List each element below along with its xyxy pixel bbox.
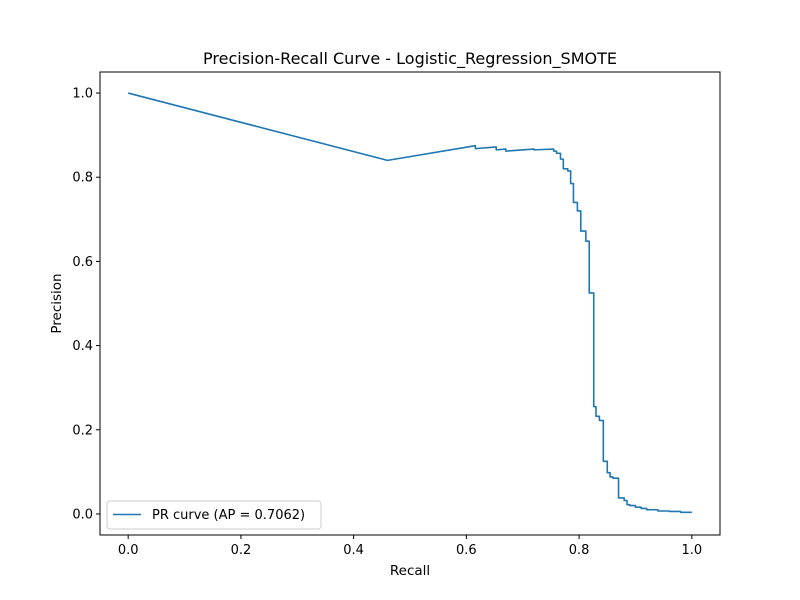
- y-tick-label: 0.8: [72, 171, 93, 186]
- x-tick-label: 1.0: [681, 543, 702, 558]
- y-tick-label: 0.6: [72, 255, 93, 270]
- pr-curve-line: [127, 92, 692, 514]
- legend-entry-label: PR curve (AP = 0.7062): [152, 508, 305, 523]
- plot-area-frame: [99, 71, 721, 536]
- chart-title: Precision-Recall Curve - Logistic_Regres…: [203, 49, 617, 69]
- x-tick-label: 0.2: [231, 543, 252, 558]
- x-axis-label: Recall: [390, 563, 430, 579]
- y-tick-label: 1.0: [72, 87, 93, 102]
- x-tick-label: 0.6: [456, 543, 477, 558]
- legend-box: [106, 500, 322, 530]
- y-tick-label: 0.0: [72, 507, 93, 522]
- x-tick-label: 0.0: [118, 543, 139, 558]
- y-tick-label: 0.2: [72, 423, 93, 438]
- legend: PR curve (AP = 0.7062): [106, 500, 322, 530]
- y-axis-label: Precision: [49, 273, 65, 333]
- y-tick-label: 0.4: [72, 339, 93, 354]
- x-tick-label: 0.8: [569, 543, 590, 558]
- x-axis-ticks: 0.0 0.2 0.4 0.6 0.8 1.0: [118, 535, 702, 558]
- y-axis-ticks: 0.0 0.2 0.4 0.6 0.8 1.0: [72, 87, 100, 522]
- x-tick-label: 0.4: [343, 543, 364, 558]
